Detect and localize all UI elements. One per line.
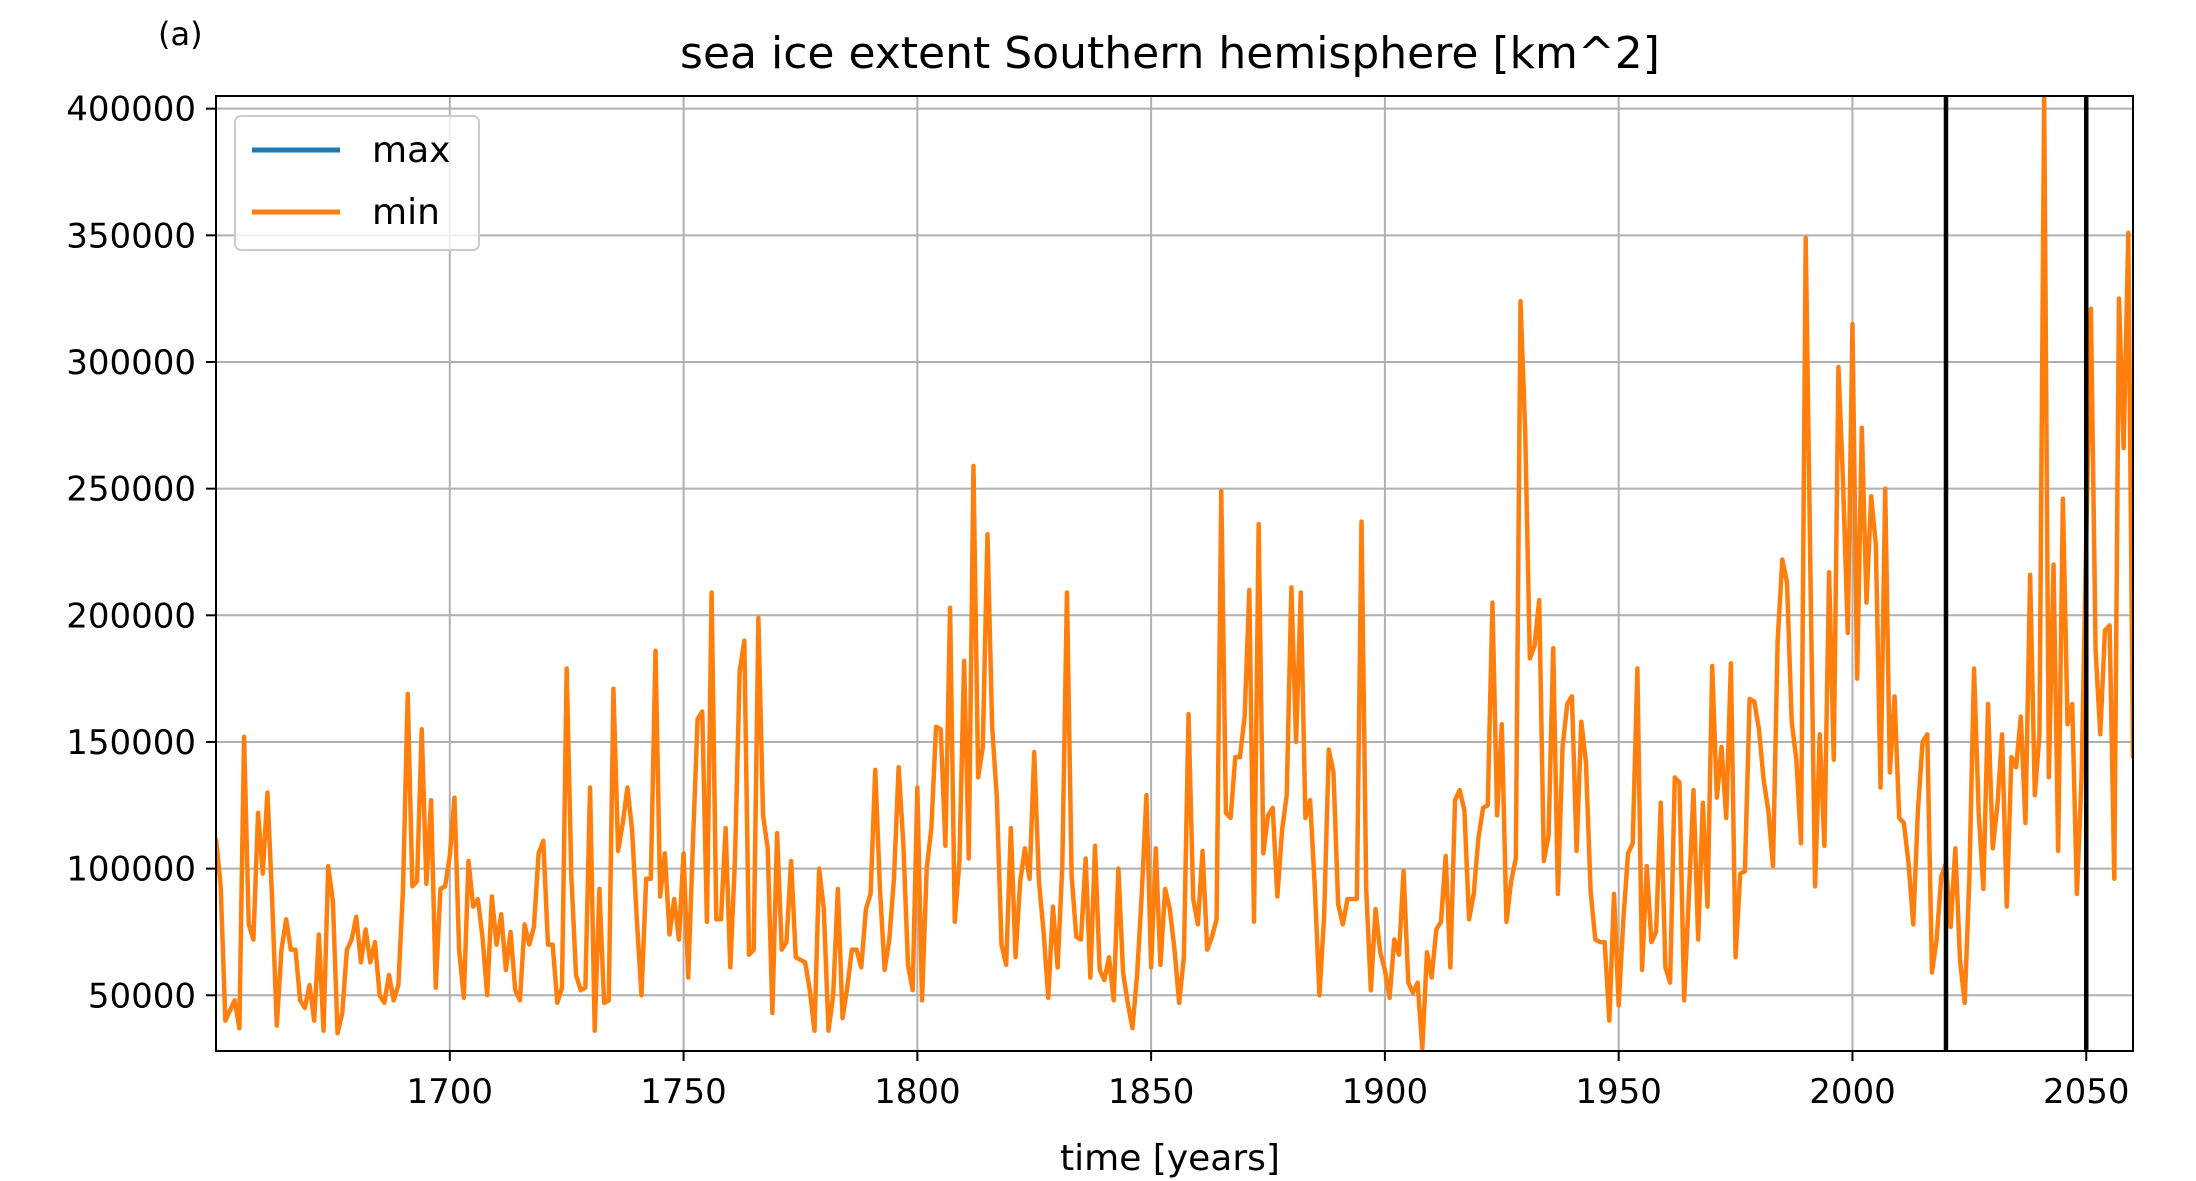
- series-line-min: [216, 96, 2133, 1051]
- x-tick-label: 2000: [1809, 1072, 1896, 1112]
- chart-title: sea ice extent Southern hemisphere [km^2…: [680, 28, 1660, 79]
- y-tick-label: 50000: [88, 976, 196, 1016]
- x-tick-label: 2050: [2043, 1072, 2130, 1112]
- y-tick-label: 250000: [66, 470, 196, 510]
- legend-label-min: min: [372, 192, 440, 233]
- x-tick-label: 1700: [407, 1072, 494, 1112]
- legend: max min: [234, 115, 480, 251]
- x-axis-ticks: 1700 1750 1800 1850 1900 1950 2000 2050: [407, 1051, 2130, 1112]
- plot-lines: [216, 96, 2133, 1051]
- y-tick-label: 300000: [66, 343, 196, 383]
- y-tick-label: 400000: [66, 90, 196, 130]
- legend-label-max: max: [372, 130, 450, 171]
- y-tick-label: 200000: [66, 596, 196, 636]
- x-axis-label: time [years]: [1060, 1138, 1280, 1179]
- y-tick-label: 150000: [66, 723, 196, 763]
- x-tick-label: 1950: [1575, 1072, 1662, 1112]
- y-tick-label: 100000: [66, 850, 196, 890]
- plot-frame: [215, 95, 2134, 1052]
- y-tick-label: 350000: [66, 216, 196, 256]
- x-tick-label: 1750: [640, 1072, 727, 1112]
- x-tick-label: 1800: [874, 1072, 961, 1112]
- reference-vertical-lines: [1943, 96, 2089, 1051]
- x-tick-label: 1900: [1342, 1072, 1429, 1112]
- x-tick-label: 1850: [1108, 1072, 1195, 1112]
- y-axis-ticks: 50000 100000 150000 200000 250000 300000 35000…: [66, 90, 216, 1016]
- panel-label: (a): [158, 15, 203, 53]
